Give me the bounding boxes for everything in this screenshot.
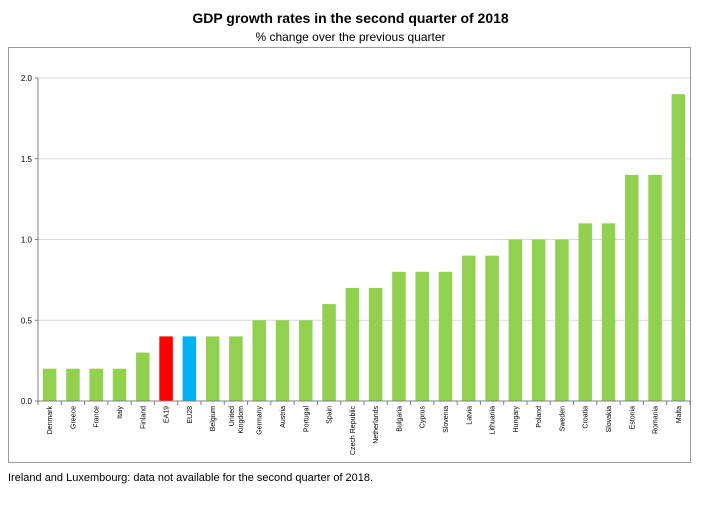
- bar-estonia: [625, 174, 639, 401]
- y-axis: 0.0 0.5 1.0 1.5 2.0: [21, 74, 39, 406]
- x-tick-label: Greece: [70, 406, 77, 429]
- bar-germany: [252, 320, 266, 401]
- x-tick-label: Latvia: [466, 406, 473, 425]
- bar-finland: [136, 352, 150, 401]
- footnote: Ireland and Luxembourg: data not availab…: [8, 472, 374, 484]
- x-tick-label: Czech Republic: [350, 406, 357, 456]
- bar-croatia: [578, 223, 592, 401]
- bar-italy: [112, 368, 127, 401]
- x-tick-label: Slovakia: [606, 406, 613, 433]
- bar-latvia: [462, 255, 476, 401]
- bar-france: [89, 368, 103, 401]
- x-tick-label: Cyprus: [420, 406, 427, 429]
- bar-czech-republic: [345, 287, 360, 401]
- x-tick-label: Lithuania: [490, 406, 497, 435]
- bar-austria: [275, 320, 290, 401]
- y-tick-label: 2.0: [21, 74, 33, 83]
- x-tick-label: Netherlands: [373, 406, 380, 444]
- x-tick-label: Germany: [257, 406, 264, 435]
- bar-portugal: [299, 320, 313, 401]
- bar-hungary: [508, 239, 523, 401]
- x-tick-label: Belgium: [210, 406, 217, 431]
- x-tick-label: Hungary: [513, 406, 520, 433]
- bar-sweden: [555, 239, 569, 401]
- bar-spain: [322, 304, 336, 401]
- x-tick-label: Poland: [536, 406, 543, 428]
- bar-romania: [648, 174, 662, 401]
- chart-title: GDP growth rates in the second quarter o…: [192, 10, 509, 26]
- x-tick-label: United: [229, 406, 236, 426]
- bar-netherlands: [368, 287, 383, 401]
- x-axis: Denmark Greece France Italy Finland EA19 EU28 B…: [37, 400, 691, 456]
- y-tick-label: 1.0: [21, 236, 33, 245]
- x-tick-label: Kingdom: [238, 406, 245, 434]
- x-tick-label: Bulgaria: [396, 406, 403, 432]
- y-tick-label: 0.0: [21, 397, 33, 406]
- gridlines: [38, 77, 690, 321]
- bar-poland: [531, 239, 546, 401]
- bar-denmark: [42, 368, 57, 401]
- x-tick-label: Estonia: [629, 406, 636, 429]
- x-tick-label: Romania: [653, 406, 660, 434]
- x-tick-label: EA19: [164, 406, 171, 423]
- x-tick-label: Finland: [140, 406, 147, 429]
- bar-malta: [671, 94, 686, 402]
- bars: [42, 94, 686, 402]
- bar-bulgaria: [392, 271, 406, 401]
- x-tick-label: EU28: [187, 406, 194, 424]
- bar-cyprus: [415, 271, 429, 401]
- chart-subtitle: % change over the previous quarter: [255, 30, 446, 44]
- bar-lithuania: [485, 255, 499, 401]
- x-tick-label: Austria: [280, 406, 287, 428]
- chart-frame: [8, 47, 691, 463]
- x-tick-label: Croatia: [583, 406, 590, 429]
- x-tick-label: Denmark: [47, 406, 54, 435]
- x-tick-label: Malta: [676, 406, 683, 423]
- y-tick-label: 1.5: [21, 155, 33, 164]
- x-tick-label: Spain: [327, 406, 334, 424]
- bar-greece: [66, 368, 80, 401]
- bar-slovakia: [601, 223, 616, 401]
- x-tick-label: Slovenia: [443, 406, 450, 433]
- x-tick-label: Italy: [117, 406, 124, 419]
- y-tick-label: 0.5: [21, 316, 33, 325]
- bar-united-kingdom: [229, 336, 243, 401]
- bar-belgium: [205, 336, 220, 401]
- x-tick-label: Sweden: [559, 406, 566, 431]
- x-tick-label: Portugal: [303, 406, 310, 433]
- bar-slovenia: [438, 271, 453, 401]
- x-tick-label: France: [94, 406, 101, 428]
- bar-ea19: [159, 336, 173, 401]
- bar-eu28: [182, 336, 197, 401]
